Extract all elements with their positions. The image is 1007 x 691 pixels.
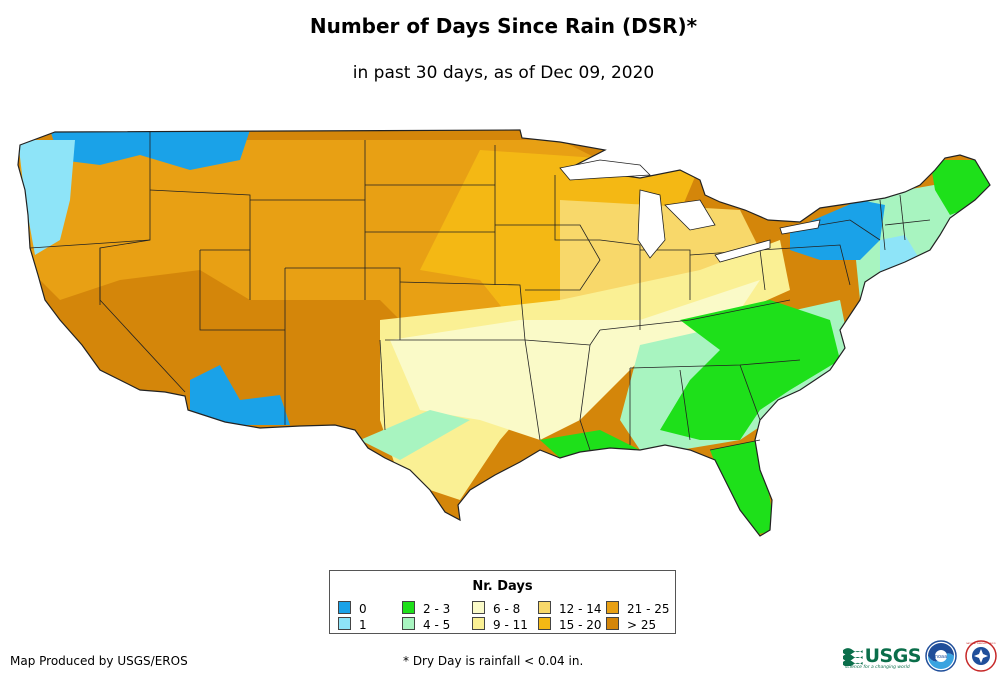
legend-swatch: [402, 601, 415, 614]
legend-swatch: [606, 617, 619, 630]
legend-swatch: [538, 617, 551, 630]
legend-swatch: [472, 601, 485, 614]
legend-item: 6 - 8: [472, 601, 521, 616]
legend-swatch: [472, 617, 485, 630]
map-legend: Nr. Days 0 1 2 - 3 4 - 5 6 - 8 9 - 11 12 - 14 1…: [329, 570, 676, 634]
legend-label: 15 - 20: [559, 618, 602, 632]
noaa-text: noaa: [935, 654, 947, 660]
legend-swatch: [402, 617, 415, 630]
legend-item: 1: [338, 617, 367, 632]
legend-item: 4 - 5: [402, 617, 451, 632]
nws-logo: NATIONAL WEATHER SERVICE: [965, 640, 997, 672]
legend-item: 15 - 20: [538, 617, 602, 632]
noaa-logo: noaa: [925, 640, 957, 672]
legend-label: 6 - 8: [493, 602, 521, 616]
legend-label: 4 - 5: [423, 618, 451, 632]
legend-item: 9 - 11: [472, 617, 528, 632]
legend-label: > 25: [627, 618, 657, 632]
legend-swatch: [606, 601, 619, 614]
usgs-tagline: science for a changing world: [845, 665, 910, 670]
legend-label: 12 - 14: [559, 602, 602, 616]
credit-text: Map Produced by USGS/EROS: [10, 654, 188, 668]
legend-item: 21 - 25: [606, 601, 670, 616]
map-title: Number of Days Since Rain (DSR)*: [309, 14, 698, 38]
legend-swatch: [338, 617, 351, 630]
legend-item: 2 - 3: [402, 601, 451, 616]
legend-item: > 25: [606, 617, 657, 632]
legend-label: 2 - 3: [423, 602, 451, 616]
legend-label: 0: [359, 602, 367, 616]
usgs-wordmark: USGS: [864, 645, 922, 667]
legend-label: 21 - 25: [627, 602, 670, 616]
legend-item: 0: [338, 601, 367, 616]
usgs-logo: USGS science for a changing world: [843, 640, 922, 672]
legend-label: 1: [359, 618, 367, 632]
legend-title: Nr. Days: [472, 579, 533, 594]
legend-swatch: [538, 601, 551, 614]
map-subtitle: in past 30 days, as of Dec 09, 2020: [352, 63, 655, 83]
usgs-wave-icon: [843, 648, 863, 666]
legend-item: 12 - 14: [538, 601, 602, 616]
legend-swatch: [338, 601, 351, 614]
us-rainfall-map: [17, 129, 991, 537]
nws-text: NATIONAL WEATHER SERVICE: [966, 642, 996, 645]
dry-day-note: * Dry Day is rainfall < 0.04 in.: [403, 654, 584, 668]
legend-label: 9 - 11: [493, 618, 528, 632]
